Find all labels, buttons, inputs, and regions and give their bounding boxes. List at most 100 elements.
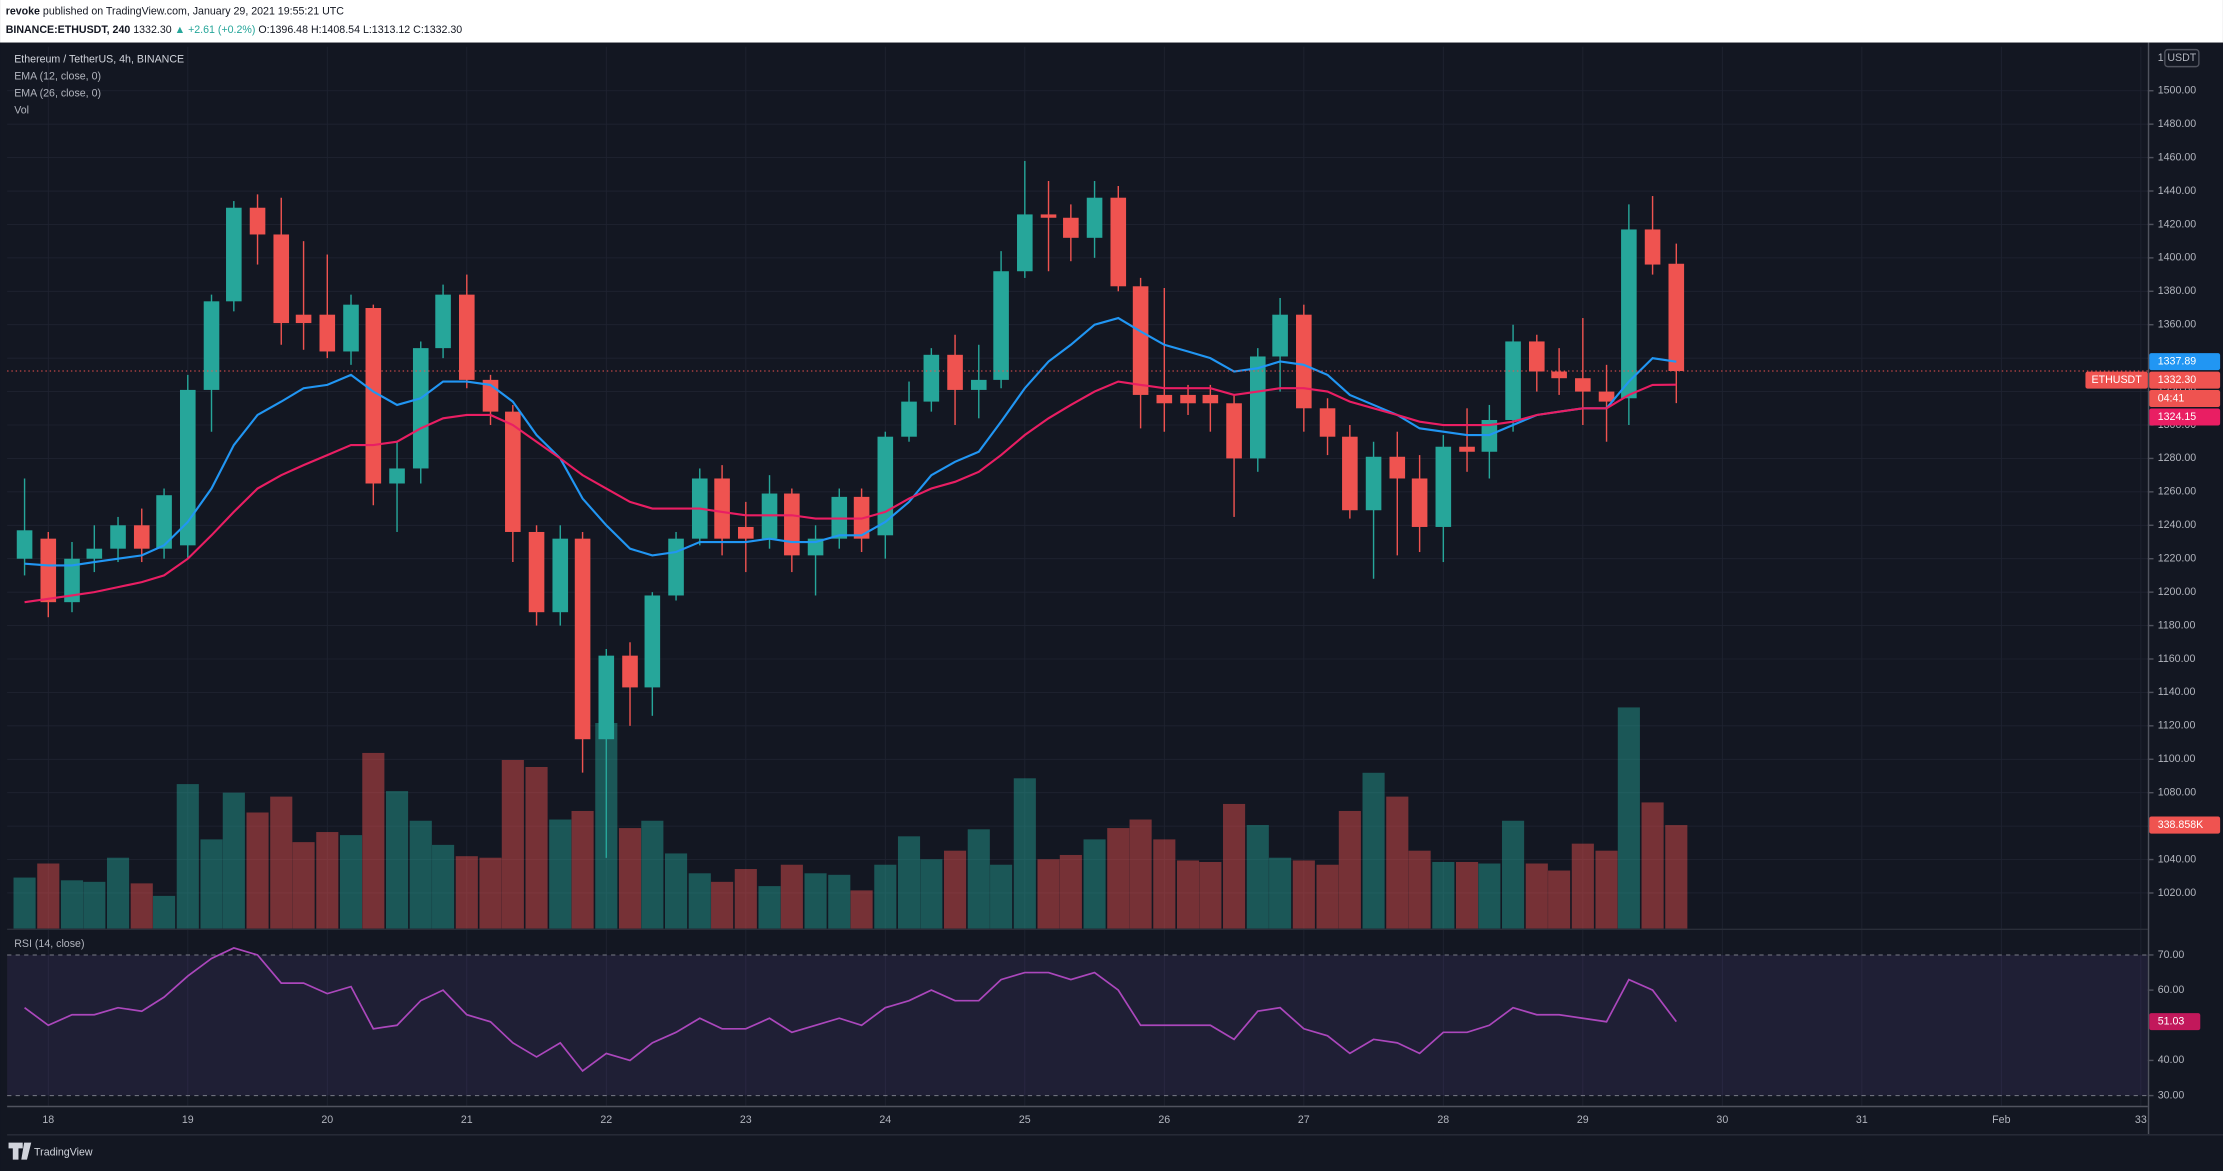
volume-bar — [1502, 820, 1525, 929]
candle-body — [16, 530, 33, 559]
candle-body — [1528, 341, 1545, 372]
candle-body — [1086, 197, 1103, 238]
volume-bar — [734, 869, 757, 929]
author: revoke — [6, 5, 40, 17]
volume-bar — [130, 883, 153, 929]
price-tag — [2149, 353, 2221, 371]
volume-bar — [432, 844, 455, 929]
volume-bar — [153, 895, 176, 929]
candle-body — [1226, 403, 1242, 459]
candle-body — [901, 401, 917, 437]
candle-body — [970, 379, 987, 390]
y-tick-label: 1500.00 — [2158, 85, 2196, 97]
volume-bar — [1013, 778, 1036, 929]
ema-line — [24, 316, 1677, 567]
candle-body — [1132, 286, 1149, 395]
candle-body — [343, 304, 359, 352]
candle-body — [1272, 314, 1288, 357]
candle-body — [784, 493, 800, 556]
candle-body — [1296, 314, 1312, 409]
candle-body — [1459, 446, 1475, 452]
candle-body — [993, 271, 1009, 380]
volume-bar — [1455, 861, 1479, 929]
candle-layer — [16, 160, 1685, 858]
volume-bar — [1617, 707, 1640, 929]
countdown-label: 04:41 — [2158, 392, 2185, 404]
volume-bar — [246, 812, 269, 929]
price-tag — [2149, 408, 2221, 426]
volume-bar — [664, 853, 688, 929]
volume-bar — [688, 873, 711, 929]
volume-bar — [944, 850, 967, 929]
y-tick-label: 30.00 — [2158, 1089, 2185, 1101]
candle-body — [668, 538, 684, 596]
candle-body — [1156, 394, 1173, 404]
legend-entry: Vol — [14, 104, 29, 116]
candle-body — [1342, 436, 1358, 511]
y-tick-label: 1120.00 — [2158, 720, 2196, 732]
candle-body — [1505, 341, 1521, 420]
candle-body — [1017, 214, 1033, 272]
candle-body — [1319, 408, 1336, 437]
volume-bar — [270, 796, 293, 929]
published: published on TradingView.com, January 29… — [43, 5, 344, 17]
publisher-line: revoke published on TradingView.com, Jan… — [6, 5, 345, 17]
volume-bar — [549, 819, 572, 929]
candle-body — [133, 525, 150, 549]
volume-bar — [1223, 803, 1246, 929]
x-tick-label: Feb — [1992, 1114, 2010, 1126]
volume-bar — [409, 820, 432, 929]
x-tick-label: 22 — [600, 1114, 612, 1126]
volume-bar — [1246, 825, 1269, 929]
candle-body — [1435, 446, 1452, 527]
volume-bar — [1525, 863, 1548, 929]
y-tick-label: 1400.00 — [2158, 252, 2196, 264]
candle-body — [40, 538, 57, 603]
candle-body — [273, 234, 290, 324]
candle-body — [738, 526, 754, 539]
price-tag — [2149, 371, 2221, 389]
volume-bar — [1153, 839, 1176, 929]
volume-bar — [1432, 861, 1455, 929]
last-price: 1332.30 — [133, 24, 171, 36]
volume-bar — [200, 839, 223, 929]
volume-layer — [13, 707, 1688, 929]
candle-body — [1598, 391, 1615, 402]
candle-body — [714, 478, 730, 539]
ema-line — [24, 380, 1677, 604]
candle-body — [1389, 456, 1406, 479]
candle-body — [179, 389, 196, 546]
candle-body — [412, 348, 429, 469]
volume-bar — [479, 857, 502, 929]
chart-title: Ethereum / TetherUS, 4h, BINANCE — [14, 53, 184, 65]
y-tick-label: 1360.00 — [2158, 319, 2196, 331]
volume-bar — [990, 864, 1013, 929]
volume-bar — [106, 857, 130, 929]
candle-body — [1063, 217, 1079, 238]
volume-bar — [571, 810, 594, 929]
candle-body — [574, 538, 591, 740]
y-tick-label: 1280.00 — [2158, 452, 2196, 464]
price-tag-label: 1324.15 — [2158, 411, 2196, 423]
volume-bar — [362, 752, 385, 929]
footer-brand[interactable]: TradingView — [34, 1146, 93, 1158]
y-tick-label: 1080.00 — [2158, 787, 2196, 799]
candle-body — [1365, 456, 1382, 511]
rsi-line — [24, 947, 1677, 1073]
volume-bar — [1665, 825, 1688, 929]
label-layer: 1020.001040.001060.001080.001100.001120.… — [42, 85, 2221, 1126]
volume-bar — [1037, 859, 1060, 929]
x-tick-label: 29 — [1577, 1114, 1589, 1126]
volume-bar — [850, 890, 873, 929]
symbol-line: BINANCE:ETHUSDT, 240 1332.30 ▲ +2.61 (+0… — [6, 24, 463, 36]
volume-bar — [1199, 861, 1222, 929]
volume-bar — [501, 759, 524, 929]
countdown-tag — [2149, 390, 2221, 408]
candle-body — [249, 207, 266, 235]
x-tick-label: 31 — [1856, 1114, 1868, 1126]
volume-bar — [60, 880, 84, 929]
y-tick-label: 1020.00 — [2158, 887, 2196, 899]
y-tick-label: 1460.00 — [2158, 151, 2196, 163]
candle-body — [552, 538, 569, 613]
